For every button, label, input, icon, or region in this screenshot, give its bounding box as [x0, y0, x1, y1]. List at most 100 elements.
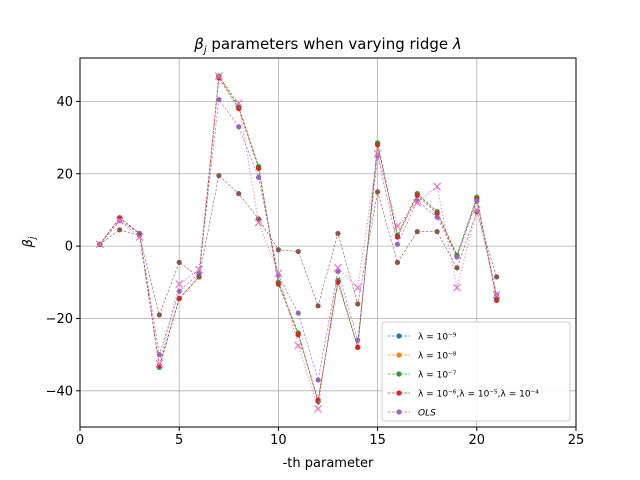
data-point: [472, 206, 481, 214]
y-tick-label: −20: [46, 312, 73, 327]
data-point: [335, 279, 341, 285]
data-point: [454, 265, 460, 271]
data-point: [236, 191, 242, 197]
data-point: [494, 297, 500, 303]
data-point: [236, 106, 242, 112]
data-point: [254, 218, 263, 227]
title-lambda: λ: [452, 35, 462, 53]
data-point: [433, 182, 442, 191]
data-point: [434, 210, 440, 217]
data-point: [175, 280, 184, 289]
data-point: [355, 301, 361, 307]
x-axis: 0 5 10 15 20 25: [76, 427, 584, 448]
data-point: [375, 189, 381, 195]
data-point: [236, 124, 242, 130]
x-tick-label: 20: [469, 433, 486, 448]
data-point: [176, 259, 182, 265]
data-point: [234, 99, 243, 108]
data-point: [176, 295, 182, 302]
data-point: [216, 97, 222, 103]
series-line: [99, 77, 497, 400]
x-tick-label: 0: [76, 433, 84, 448]
legend-label: OLS: [418, 409, 436, 419]
legend-marker: [396, 409, 402, 415]
title-text: parameters when varying ridge: [207, 35, 453, 53]
y-axis-label: βj: [21, 236, 38, 248]
data-point: [216, 172, 222, 179]
data-point: [333, 263, 342, 272]
data-point: [117, 227, 123, 233]
data-point: [353, 283, 362, 292]
data-point: [413, 198, 422, 207]
data-point: [315, 303, 321, 309]
data-point: [314, 404, 323, 413]
data-point: [414, 192, 420, 199]
data-point: [275, 247, 281, 253]
data-point: [275, 281, 281, 287]
data-point: [492, 291, 501, 299]
data-point: [195, 265, 203, 274]
series-line: [99, 74, 498, 410]
data-point: [355, 337, 361, 343]
y-tick-label: 0: [65, 240, 73, 255]
axes-frame: [79, 57, 577, 428]
data-point: [294, 341, 303, 350]
x-tick-label: 5: [175, 433, 183, 448]
chart-title: βj parameters when varying ridge λ: [193, 35, 462, 56]
series-6: [95, 72, 501, 413]
data-point: [255, 165, 262, 171]
title-beta: β: [193, 35, 204, 53]
legend-label: λ = 10⁻⁶,λ = 10⁻⁵,λ = 10⁻⁴: [418, 390, 539, 400]
legend-label: λ = 10⁻⁷: [418, 371, 457, 381]
data-point: [335, 230, 341, 237]
legend-label: λ = 10⁻⁸: [418, 352, 457, 362]
x-tick-label: 15: [369, 433, 386, 448]
data-point: [156, 312, 162, 318]
data-point: [355, 344, 361, 351]
data-point: [196, 270, 202, 276]
data-point: [414, 229, 420, 235]
data-point: [214, 72, 223, 81]
data-point: [434, 229, 440, 235]
legend-box: [381, 321, 571, 422]
data-point: [335, 268, 341, 275]
series-layer: [95, 72, 501, 413]
data-point: [394, 241, 401, 247]
x-tick-label: 25: [568, 433, 585, 448]
data-point: [315, 377, 321, 383]
series-line: [99, 98, 497, 381]
data-point: [474, 198, 480, 204]
y-axis: −40 −20 0 20 40: [46, 95, 80, 399]
data-point: [454, 254, 460, 260]
data-point: [115, 216, 124, 225]
data-point: [394, 259, 401, 265]
data-point: [453, 283, 461, 292]
legend-marker: [396, 333, 402, 339]
data-point: [255, 216, 262, 222]
legend: λ = 10⁻⁹ λ = 10⁻⁸ λ = 10⁻⁷ λ = 10⁻⁶,λ = 10⁻…: [381, 321, 571, 422]
legend-marker: [396, 352, 402, 358]
y-axis-label-main: β: [21, 239, 36, 248]
legend-marker: [396, 371, 402, 377]
y-tick-label: 20: [56, 167, 73, 182]
x-axis-label: -th parameter: [283, 456, 374, 471]
data-point: [155, 359, 164, 368]
data-point: [434, 214, 440, 220]
y-tick-label: −40: [46, 384, 73, 399]
data-point: [176, 288, 182, 294]
data-point: [135, 233, 144, 241]
legend-marker: [396, 390, 402, 396]
data-point: [295, 310, 301, 316]
data-point: [393, 222, 402, 231]
data-point: [494, 274, 500, 280]
data-point: [255, 174, 262, 180]
data-point: [196, 274, 202, 280]
data-point: [295, 332, 301, 338]
title-subscript: j: [202, 45, 207, 56]
data-point: [295, 248, 301, 255]
legend-label: λ = 10⁻⁹: [418, 333, 457, 343]
x-tick-label: 10: [270, 433, 287, 448]
data-point: [373, 149, 382, 158]
y-tick-label: 40: [56, 95, 73, 110]
